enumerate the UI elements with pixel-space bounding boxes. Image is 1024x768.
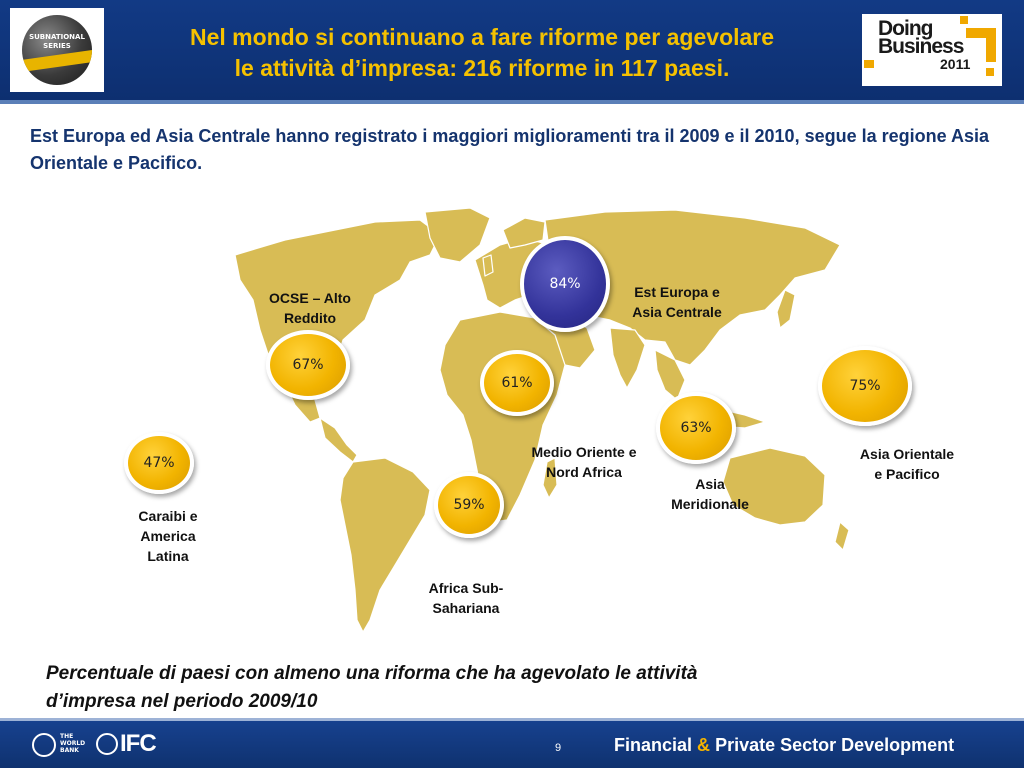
region-value-eca: 84% <box>549 276 581 292</box>
logo-accent-shape <box>966 28 996 38</box>
doing-business-year: 2011 <box>940 56 971 72</box>
india-landmass <box>609 327 646 389</box>
south-america-landmass <box>339 457 431 633</box>
slide-title: Nel mondo si continuano a fare riforme p… <box>189 24 775 81</box>
uk-landmass <box>482 254 494 277</box>
region-value-oecd: 67% <box>292 357 324 373</box>
region-bubble-lac: 47% <box>124 432 194 494</box>
ifc-globe-icon <box>96 733 118 755</box>
region-label-eap: Asia Orientale e Pacifico <box>859 446 955 482</box>
doing-business-wordmark: Doing Business <box>878 17 964 58</box>
fpsd-tagline: Financial & Private Sector Development <box>614 735 955 755</box>
footer-bar: THE WORLD BANK IFC 9 Financial & Private S… <box>0 721 1024 768</box>
australia-landmass <box>722 447 826 526</box>
header-bar: SUBNATIONAL SERIES Nel mondo si continuan… <box>0 0 1024 100</box>
logo-accent-shape <box>960 16 968 24</box>
ifc-wordmark: IFC <box>120 730 157 757</box>
new-zealand-landmass <box>834 521 850 551</box>
greenland-landmass <box>424 207 491 263</box>
slide-subtitle: Est Europa ed Asia Centrale hanno regist… <box>30 126 989 173</box>
japan-landmass <box>776 289 796 329</box>
madagascar-landmass <box>542 457 558 499</box>
region-bubble-ssa: 59% <box>434 472 504 538</box>
logo-accent-shape <box>864 60 874 68</box>
region-label-eca: Est Europa e Asia Centrale <box>632 284 722 320</box>
world-bank-wordmark: THE WORLD BANK <box>60 733 86 754</box>
logo-accent-shape <box>986 36 996 62</box>
footer-divider <box>0 718 1024 721</box>
region-value-mena: 61% <box>501 375 533 391</box>
region-label-ssa: Africa Sub- Sahariana <box>428 580 504 616</box>
region-bubble-eap: 75% <box>818 346 912 426</box>
region-value-ssa: 59% <box>453 497 485 513</box>
globe-icon: SUBNATIONAL SERIES <box>22 15 92 85</box>
subnational-series-logo: SUBNATIONAL SERIES <box>10 8 104 92</box>
region-label-oecd: OCSE – Alto Reddito <box>269 290 351 326</box>
region-label-lac: Caraibi e America Latina <box>138 508 198 564</box>
region-value-sa: 63% <box>680 420 712 436</box>
header-divider <box>0 100 1024 104</box>
page-number: 9 <box>554 742 562 754</box>
chart-caption: Percentuale di paesi con almeno una rifo… <box>46 663 698 712</box>
logo-accent-shape <box>986 68 994 76</box>
region-label-mena: Medio Oriente e Nord Africa <box>531 444 637 480</box>
scandinavia-landmass <box>502 217 546 249</box>
central-america-landmass <box>319 417 358 463</box>
region-bubble-sa: 63% <box>656 392 736 464</box>
region-value-lac: 47% <box>143 455 175 471</box>
region-bubble-oecd: 67% <box>266 330 350 400</box>
region-bubble-eca: 84% <box>520 236 610 332</box>
region-bubble-mena: 61% <box>480 350 554 416</box>
region-value-eap: 75% <box>849 378 881 394</box>
doing-business-logo: Doing Business 2011 <box>862 14 1002 86</box>
region-label-sa: Asia Meridionale <box>671 476 749 512</box>
world-bank-globe-icon <box>32 733 56 757</box>
subnational-logo-text: SUBNATIONAL SERIES <box>29 33 85 50</box>
